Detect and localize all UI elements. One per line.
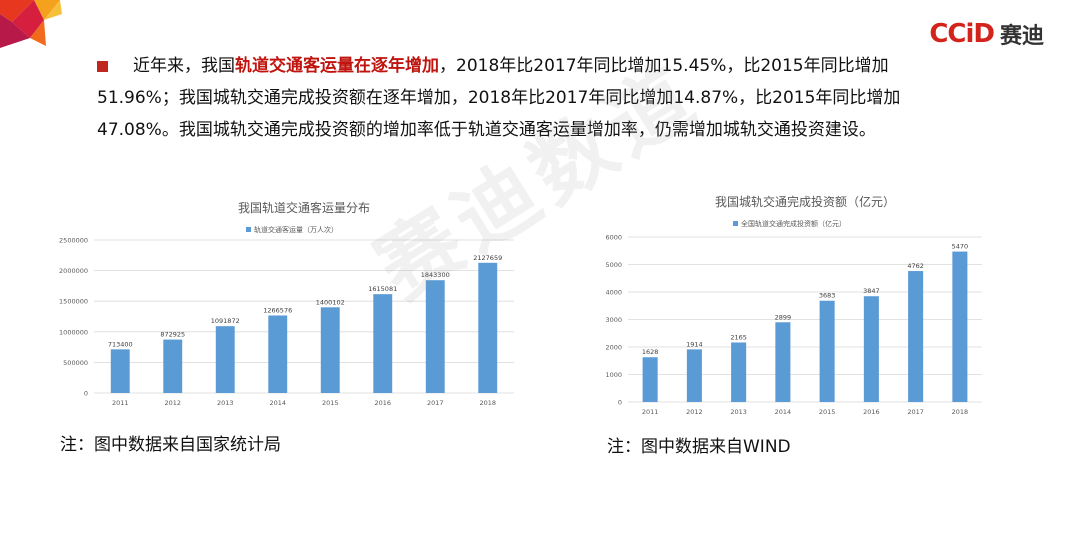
bar bbox=[320, 307, 340, 393]
data-label: 713400 bbox=[108, 340, 133, 348]
x-tick-label: 2016 bbox=[374, 399, 391, 407]
x-tick-label: 2014 bbox=[775, 408, 792, 416]
x-tick-label: 2017 bbox=[427, 399, 444, 407]
data-label: 1843300 bbox=[421, 271, 450, 279]
y-tick-label: 0 bbox=[84, 390, 88, 398]
x-tick-label: 2011 bbox=[112, 399, 129, 407]
y-tick-label: 2000000 bbox=[59, 267, 88, 275]
y-tick-label: 6000 bbox=[605, 234, 622, 242]
data-label: 2127659 bbox=[473, 254, 502, 262]
legend-swatch bbox=[733, 221, 738, 226]
bar bbox=[908, 271, 924, 402]
bar bbox=[425, 280, 445, 393]
bar bbox=[478, 262, 498, 393]
bar bbox=[819, 300, 835, 402]
y-tick-label: 4000 bbox=[605, 289, 622, 297]
x-tick-label: 2015 bbox=[322, 399, 339, 407]
y-tick-label: 1000 bbox=[605, 371, 622, 379]
y-tick-label: 5000 bbox=[605, 261, 622, 269]
legend-swatch bbox=[246, 227, 251, 232]
bar bbox=[731, 342, 747, 402]
chart-title: 我国城轨交通完成投资额（亿元） bbox=[715, 194, 895, 209]
data-label: 1400102 bbox=[316, 298, 345, 306]
bar bbox=[863, 296, 879, 402]
data-label: 2899 bbox=[775, 313, 792, 321]
bar bbox=[373, 294, 393, 393]
data-label: 2165 bbox=[730, 333, 747, 341]
y-tick-label: 3000 bbox=[605, 316, 622, 324]
x-tick-label: 2013 bbox=[730, 408, 747, 416]
legend-label: 轨道交通客运量（万人次） bbox=[254, 225, 338, 234]
summary-paragraph: 近年来，我国轨道交通客运量在逐年增加，2018年比2017年同比增加15.45%… bbox=[97, 50, 927, 146]
x-tick-label: 2015 bbox=[819, 408, 836, 416]
source-note-left: 注：图中数据来自国家统计局 bbox=[60, 435, 281, 455]
data-label: 3847 bbox=[863, 287, 880, 295]
bar bbox=[268, 315, 288, 393]
x-tick-label: 2012 bbox=[686, 408, 703, 416]
x-tick-label: 2016 bbox=[863, 408, 880, 416]
passenger-volume-chart: 我国轨道交通客运量分布轨道交通客运量（万人次） 0 500000 1000000 150… bbox=[50, 190, 525, 415]
bar bbox=[775, 322, 791, 402]
source-note-right: 注：图中数据来自WIND bbox=[607, 437, 791, 457]
x-tick-label: 2011 bbox=[642, 408, 659, 416]
logo-mark: CCiD bbox=[929, 19, 995, 49]
bar bbox=[642, 357, 658, 402]
bar bbox=[163, 339, 183, 393]
x-tick-label: 2018 bbox=[479, 399, 496, 407]
data-label: 872925 bbox=[160, 331, 185, 339]
data-label: 3683 bbox=[819, 292, 836, 300]
data-label: 1266576 bbox=[263, 306, 292, 314]
y-tick-label: 1500000 bbox=[59, 298, 88, 306]
logo-text: 赛迪 bbox=[999, 24, 1044, 49]
corner-decoration bbox=[0, 0, 62, 48]
chart-title: 我国轨道交通客运量分布 bbox=[238, 200, 370, 215]
ccid-logo: CCiD 赛迪 bbox=[929, 18, 1044, 50]
bar bbox=[686, 349, 702, 402]
data-label: 1628 bbox=[642, 348, 659, 356]
bar bbox=[952, 251, 968, 402]
y-tick-label: 500000 bbox=[63, 359, 88, 367]
y-tick-label: 1000000 bbox=[59, 328, 88, 336]
data-label: 1914 bbox=[686, 340, 703, 348]
x-tick-label: 2012 bbox=[164, 399, 181, 407]
x-tick-label: 2018 bbox=[952, 408, 969, 416]
bar bbox=[110, 349, 130, 393]
x-tick-label: 2017 bbox=[907, 408, 924, 416]
bar bbox=[215, 326, 235, 393]
legend-label: 全国轨道交通完成投资额（亿元） bbox=[741, 219, 846, 228]
data-label: 1091872 bbox=[211, 317, 240, 325]
data-label: 4762 bbox=[907, 262, 924, 270]
x-tick-label: 2013 bbox=[217, 399, 234, 407]
paragraph-rest: ，2018年比2017年同比增加15.45%，比2015年同比增加51.96%；… bbox=[97, 56, 901, 140]
y-tick-label: 2500000 bbox=[59, 237, 88, 245]
y-tick-label: 2000 bbox=[605, 344, 622, 352]
investment-chart: 我国城轨交通完成投资额（亿元） 全国轨道交通完成投资额（亿元） 0 1000 2000 3… bbox=[590, 185, 990, 423]
data-label: 5470 bbox=[952, 243, 969, 251]
bullet-square-icon bbox=[97, 61, 108, 72]
y-tick-label: 0 bbox=[618, 399, 622, 407]
data-label: 1615081 bbox=[368, 285, 397, 293]
paragraph-highlight: 轨道交通客运量在逐年增加 bbox=[235, 56, 439, 76]
x-tick-label: 2014 bbox=[269, 399, 286, 407]
paragraph-lead: 近年来，我国 bbox=[133, 56, 235, 76]
